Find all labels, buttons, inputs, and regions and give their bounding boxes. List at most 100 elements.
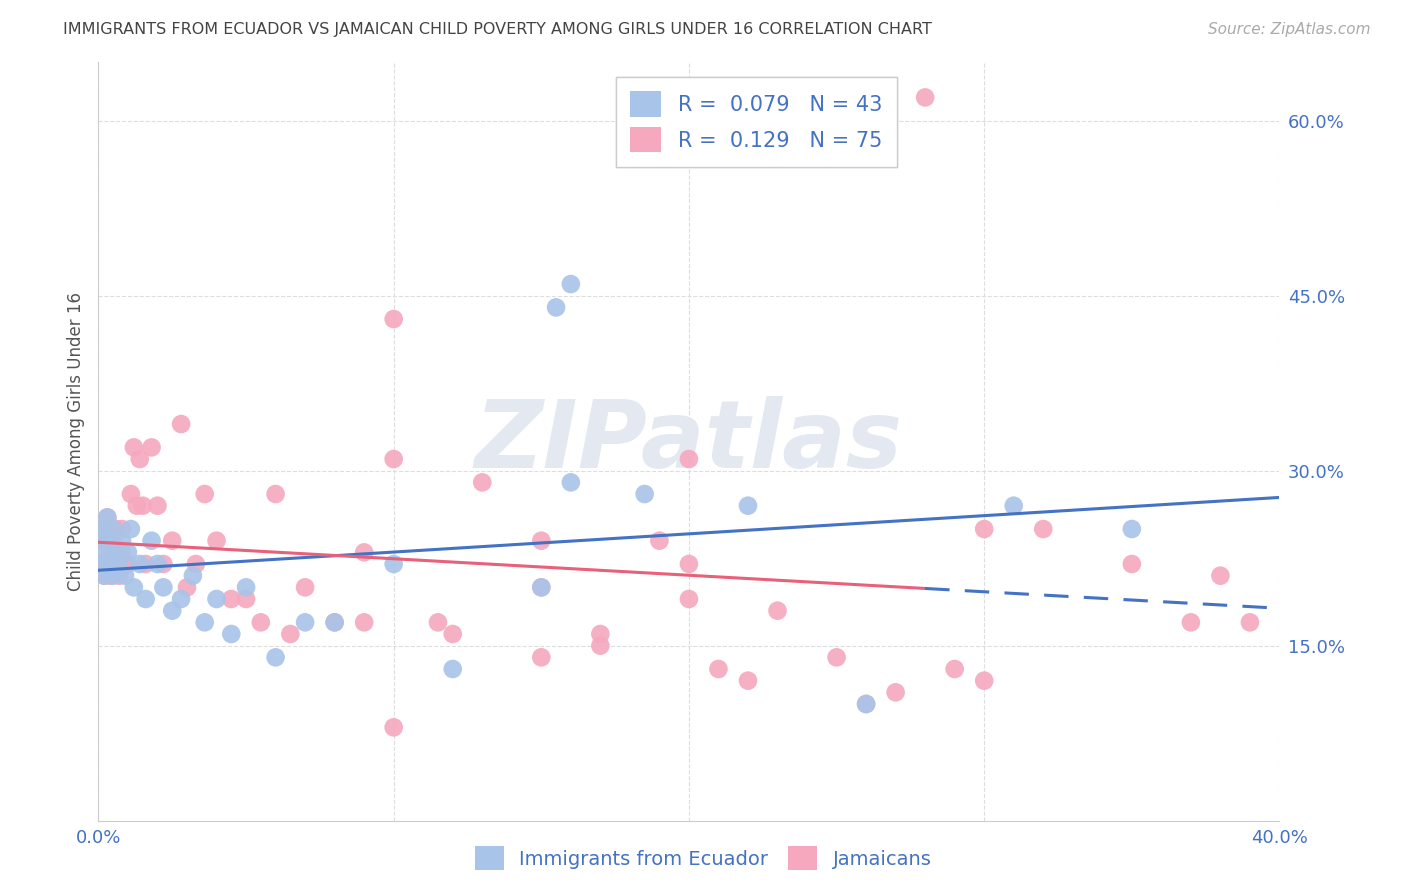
Point [855,697,877,711]
Point [737,673,759,688]
Point [98,557,121,571]
Point [141,533,163,548]
Point [1209,568,1232,582]
Point [90,557,112,571]
Point [382,312,405,326]
Point [93,568,115,582]
Point [114,557,136,571]
Point [93,533,115,548]
Point [825,650,848,665]
Point [914,90,936,104]
Point [152,580,174,594]
Point [108,557,131,571]
Point [973,673,995,688]
Text: IMMIGRANTS FROM ECUADOR VS JAMAICAN CHILD POVERTY AMONG GIRLS UNDER 16 CORRELATI: IMMIGRANTS FROM ECUADOR VS JAMAICAN CHIL… [63,22,932,37]
Point [170,592,193,607]
Point [855,697,877,711]
Point [120,487,142,501]
Text: ZIPatlas: ZIPatlas [475,395,903,488]
Point [105,522,128,536]
Point [280,627,302,641]
Point [128,452,150,467]
Point [111,533,134,548]
Point [98,568,121,582]
Point [264,487,287,501]
Point [323,615,346,630]
Point [221,592,243,607]
Point [353,615,375,630]
Point [235,592,257,607]
Point [93,522,115,536]
Point [1239,615,1261,630]
Point [146,499,169,513]
Point [884,685,907,699]
Point [90,557,112,571]
Point [560,277,582,291]
Point [973,522,995,536]
Point [170,417,193,431]
Point [294,580,316,594]
Point [530,580,553,594]
Point [205,533,228,548]
Point [530,533,553,548]
Point [96,510,118,524]
Point [648,533,671,548]
Point [98,522,121,536]
Point [546,301,568,315]
Point [105,545,128,559]
Point [96,533,118,548]
Point [707,662,730,676]
Point [105,545,128,559]
Y-axis label: Child Poverty Among Girls Under 16: Child Poverty Among Girls Under 16 [66,292,84,591]
Point [122,441,145,455]
Point [135,557,157,571]
Point [589,627,612,641]
Point [135,592,157,607]
Point [737,499,759,513]
Point [108,557,131,571]
Point [250,615,273,630]
Point [943,662,966,676]
Point [205,592,228,607]
Point [194,615,217,630]
Point [176,580,198,594]
Point [93,568,115,582]
Point [560,475,582,490]
Point [103,568,125,582]
Point [1121,557,1143,571]
Point [530,580,553,594]
Point [678,592,700,607]
Point [678,557,700,571]
Point [96,557,118,571]
Point [141,441,163,455]
Point [530,650,553,665]
Point [120,522,142,536]
Point [111,522,134,536]
Point [103,557,125,571]
Point [221,627,243,641]
Point [96,545,118,559]
Legend: R =  0.079   N = 43, R =  0.129   N = 75: R = 0.079 N = 43, R = 0.129 N = 75 [616,77,897,167]
Point [162,604,183,618]
Point [90,522,112,536]
Point [117,545,139,559]
Point [441,627,464,641]
Point [766,604,789,618]
Point [96,510,118,524]
Point [181,568,204,582]
Point [125,499,148,513]
Point [184,557,207,571]
Point [1121,522,1143,536]
Point [235,580,257,594]
Point [1180,615,1202,630]
Point [146,557,169,571]
Point [90,533,112,548]
Point [323,615,346,630]
Legend: Immigrants from Ecuador, Jamaicans: Immigrants from Ecuador, Jamaicans [467,838,939,878]
Point [132,499,155,513]
Point [382,452,405,467]
Point [589,639,612,653]
Point [98,545,121,559]
Point [634,487,657,501]
Point [1002,499,1025,513]
